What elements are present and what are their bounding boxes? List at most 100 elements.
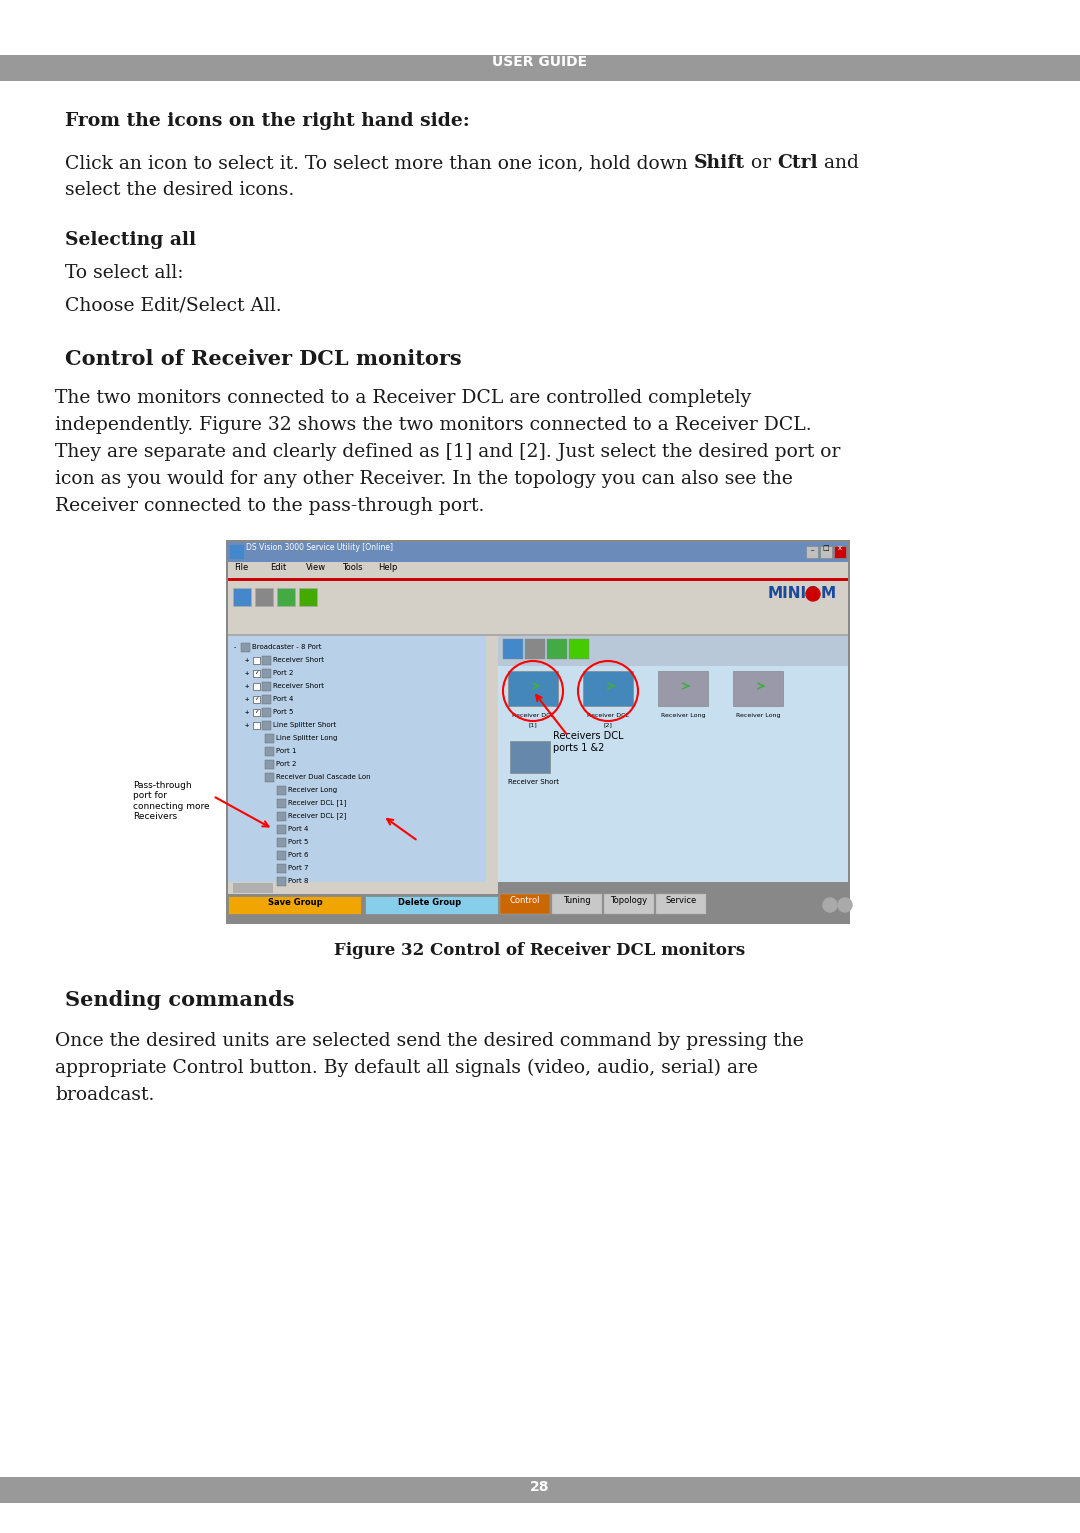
Text: Sending commands: Sending commands <box>65 990 295 1010</box>
Text: or: or <box>745 153 777 172</box>
Text: broadcast.: broadcast. <box>55 1085 154 1104</box>
Bar <box>500 894 550 914</box>
Text: DS Vision 3000 Service Utility [Online]: DS Vision 3000 Service Utility [Online] <box>246 543 393 552</box>
Text: Once the desired units are selected send the desired command by pressing the: Once the desired units are selected send… <box>55 1032 804 1050</box>
Text: MINIC: MINIC <box>768 586 819 601</box>
Text: Receiver connected to the pass-through port.: Receiver connected to the pass-through p… <box>55 497 484 515</box>
Bar <box>230 546 244 560</box>
Bar <box>228 581 848 636</box>
Bar <box>656 894 706 914</box>
Text: Port 8: Port 8 <box>288 878 309 885</box>
Bar <box>806 546 818 558</box>
Text: Figure 32 Control of Receiver DCL monitors: Figure 32 Control of Receiver DCL monito… <box>335 941 745 960</box>
Text: Topology: Topology <box>610 895 648 904</box>
Text: Receiver Dual Cascade Lon: Receiver Dual Cascade Lon <box>276 774 370 780</box>
Text: Port 1: Port 1 <box>276 748 297 754</box>
Text: They are separate and clearly defined as [1] and [2]. Just select the desired po: They are separate and clearly defined as… <box>55 443 840 461</box>
Bar <box>265 773 274 782</box>
Text: View: View <box>306 563 326 572</box>
Bar <box>508 671 558 707</box>
Text: _: _ <box>810 546 813 550</box>
Bar <box>228 543 848 563</box>
Bar <box>820 546 832 558</box>
Bar <box>253 658 260 664</box>
Text: +: + <box>245 722 249 728</box>
Bar <box>503 639 523 659</box>
Bar <box>228 563 848 578</box>
Text: Receiver Short: Receiver Short <box>273 658 324 662</box>
Bar <box>510 740 550 773</box>
Bar <box>276 799 286 808</box>
Text: Receiver DCL [2]: Receiver DCL [2] <box>288 812 347 819</box>
Text: Line Splitter Long: Line Splitter Long <box>276 734 337 740</box>
Text: Receiver DCL [1]: Receiver DCL [1] <box>288 800 347 806</box>
Bar <box>233 589 251 606</box>
Bar <box>262 694 271 704</box>
Text: File: File <box>234 563 248 572</box>
Text: independently. Figure 32 shows the two monitors connected to a Receiver DCL.: independently. Figure 32 shows the two m… <box>55 415 812 434</box>
Text: Port 4: Port 4 <box>273 696 294 702</box>
Text: [2]: [2] <box>604 722 612 727</box>
Text: Receiver Short: Receiver Short <box>273 684 324 688</box>
Bar <box>265 747 274 756</box>
Text: and: and <box>818 153 859 172</box>
Bar <box>262 668 271 678</box>
Bar <box>241 642 249 652</box>
Bar <box>0 1476 1080 1502</box>
Bar <box>276 839 286 848</box>
Text: Port 5: Port 5 <box>273 708 294 714</box>
Bar <box>276 865 286 872</box>
Bar <box>604 894 654 914</box>
Bar <box>255 589 273 606</box>
Text: Receiver Long: Receiver Long <box>735 713 780 717</box>
Text: Port 7: Port 7 <box>288 865 309 871</box>
Bar <box>262 682 271 691</box>
Text: USER GUIDE: USER GUIDE <box>492 55 588 69</box>
Text: Help: Help <box>378 563 397 572</box>
Bar <box>0 55 1080 81</box>
Text: □: □ <box>823 546 829 550</box>
Bar <box>834 546 846 558</box>
Text: +: + <box>245 684 249 688</box>
Text: Ctrl: Ctrl <box>777 153 818 172</box>
Bar <box>262 721 271 730</box>
Bar <box>262 656 271 665</box>
Circle shape <box>823 898 837 912</box>
Text: M: M <box>821 586 836 601</box>
Bar <box>546 639 567 659</box>
Bar <box>253 670 260 678</box>
Text: ✓: ✓ <box>254 696 258 702</box>
Bar <box>265 760 274 770</box>
Bar <box>253 722 260 730</box>
Bar <box>365 895 498 914</box>
Bar <box>834 546 846 558</box>
Text: ✓: ✓ <box>254 710 258 714</box>
Bar <box>228 881 498 894</box>
Bar <box>276 877 286 886</box>
Text: Port 6: Port 6 <box>288 852 309 858</box>
Text: Port 2: Port 2 <box>273 670 294 676</box>
Text: +: + <box>245 708 249 714</box>
Text: Port 4: Port 4 <box>288 826 309 832</box>
Text: -: - <box>233 644 238 650</box>
Bar <box>525 639 545 659</box>
Text: Control: Control <box>510 895 540 904</box>
Circle shape <box>806 587 820 601</box>
Bar <box>262 708 271 717</box>
Bar <box>228 636 498 881</box>
Bar <box>253 684 260 690</box>
Text: Receiver Short: Receiver Short <box>508 779 559 785</box>
Text: Broadcaster - 8 Port: Broadcaster - 8 Port <box>252 644 322 650</box>
Text: Line Splitter Short: Line Splitter Short <box>273 722 336 728</box>
Bar <box>233 883 273 894</box>
Bar <box>583 671 633 707</box>
Text: Choose Edit/Select All.: Choose Edit/Select All. <box>65 297 282 314</box>
Bar <box>253 696 260 704</box>
Bar <box>276 589 295 606</box>
Text: The two monitors connected to a Receiver DCL are controlled completely: The two monitors connected to a Receiver… <box>55 389 752 406</box>
Bar <box>552 894 602 914</box>
Text: Control of Receiver DCL monitors: Control of Receiver DCL monitors <box>65 350 461 369</box>
Text: Selecting all: Selecting all <box>65 231 197 248</box>
Bar <box>569 639 589 659</box>
Bar <box>498 636 848 881</box>
